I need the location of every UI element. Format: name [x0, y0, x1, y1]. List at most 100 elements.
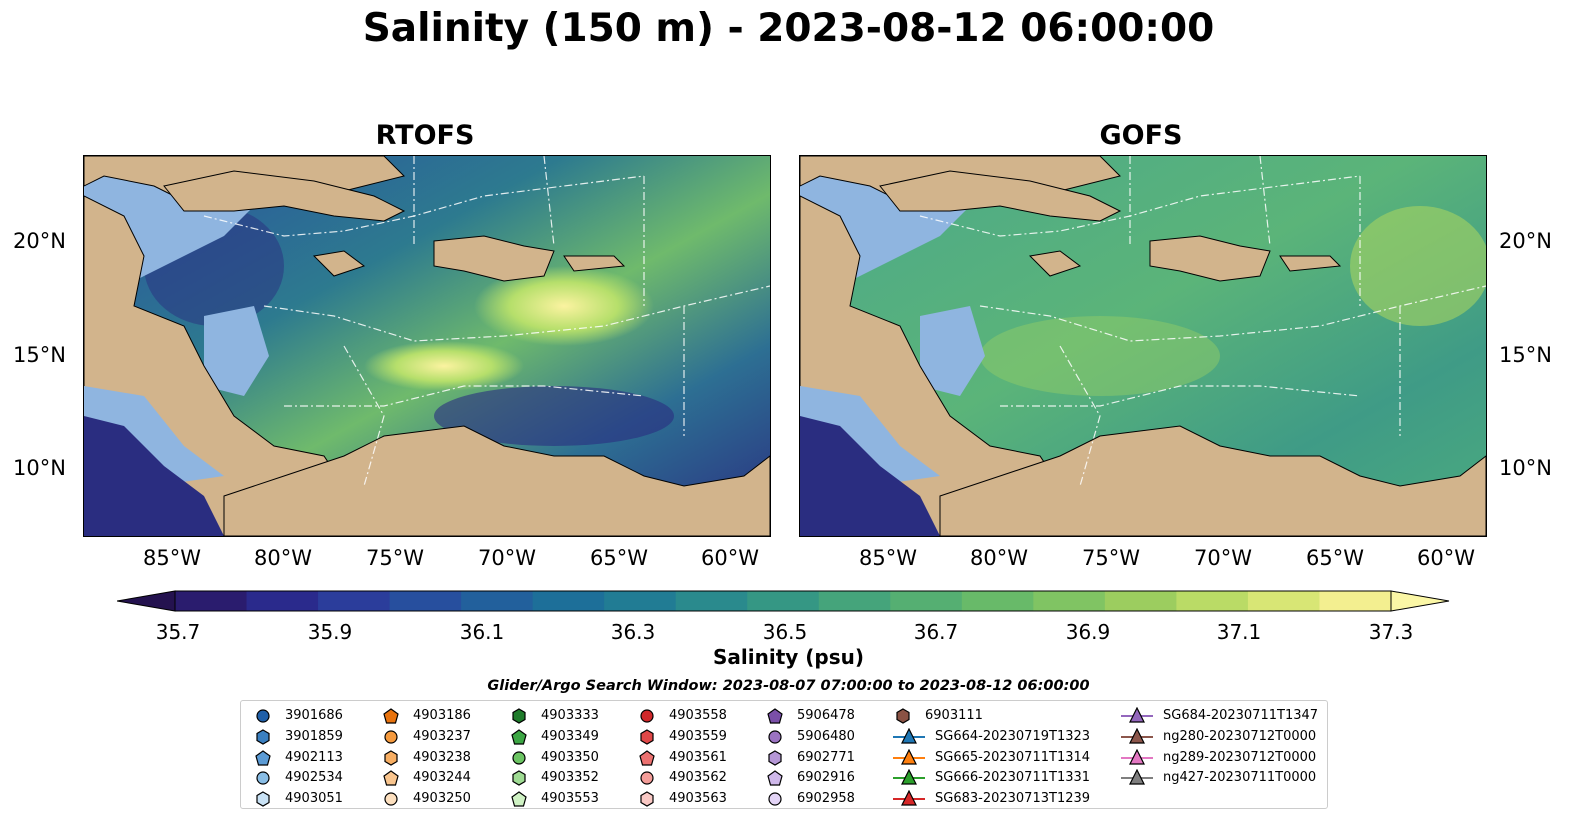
- lat-label-left-15: 15°N: [13, 343, 66, 367]
- legend-marker-icon: [384, 730, 398, 744]
- search-window-text: Glider/Argo Search Window: 2023-08-07 07…: [487, 678, 1090, 694]
- legend-marker-icon: [383, 770, 399, 786]
- legend-label: 4903350: [541, 749, 599, 765]
- legend-label: 4903561: [669, 749, 727, 765]
- colorbar-bin: [1176, 591, 1249, 611]
- legend-label: ng280-20230712T0000: [1163, 728, 1317, 744]
- colorbar-extend-min: [116, 590, 176, 612]
- legend-label: 4903333: [541, 708, 599, 723]
- legend-marker-icon: [768, 730, 782, 744]
- legend-marker-icon: [768, 749, 782, 766]
- legend-label: 4902534: [285, 770, 343, 786]
- lat-label-left-20: 20°N: [13, 229, 66, 253]
- colorbar-bin: [1104, 591, 1177, 611]
- colorbar-bin: [890, 591, 963, 611]
- lon-label: 65°W: [1306, 546, 1364, 570]
- legend-label: 6903111: [925, 708, 983, 723]
- legend-marker-icon: [767, 708, 783, 724]
- legend-label: 4903250: [413, 791, 471, 807]
- legend-marker-icon: [1121, 727, 1153, 744]
- colorbar-tick-label: 36.7: [913, 620, 959, 644]
- lon-label: 70°W: [478, 546, 536, 570]
- lon-label: 75°W: [366, 546, 424, 570]
- legend-label: 6902958: [797, 791, 855, 807]
- colorbar-tick-label: 35.7: [155, 620, 201, 644]
- legend-marker-icon: [893, 727, 925, 744]
- legend-label: 3901859: [285, 728, 343, 744]
- legend-label: 4903559: [669, 728, 727, 744]
- legend-marker-icon: [767, 770, 783, 786]
- legend-marker-icon: [893, 769, 925, 785]
- colorbar-tick-label: 36.9: [1065, 620, 1111, 644]
- lat-label-left-10: 10°N: [13, 456, 66, 480]
- legend-label: SG666-20230711T1331: [935, 770, 1091, 786]
- legend-marker-icon: [384, 749, 398, 766]
- panel-title-gofs: GOFS: [1099, 120, 1183, 151]
- legend-label: 4903238: [413, 749, 471, 765]
- colorbar-tick-label: 36.5: [762, 620, 808, 644]
- legend-label: 5906480: [797, 728, 855, 744]
- legend-marker-icon: [383, 708, 399, 724]
- legend-marker-icon: [768, 792, 782, 806]
- colorbar-bin: [1033, 591, 1106, 611]
- legend-marker-icon: [256, 791, 270, 807]
- legend-label: 5906478: [797, 708, 855, 723]
- legend-label: 3901686: [285, 708, 343, 723]
- colorbar-bin: [532, 591, 605, 611]
- lon-label: 60°W: [1417, 546, 1475, 570]
- legend-label: SG684-20230711T1347: [1163, 708, 1319, 723]
- colorbar-tick-label: 36.1: [459, 620, 505, 644]
- legend-label: 6902916: [797, 770, 855, 786]
- legend-label: 4903562: [669, 770, 727, 786]
- legend-marker-icon: [1121, 748, 1153, 765]
- legend-label: SG683-20230713T1239: [935, 791, 1091, 807]
- legend-label: 4903352: [541, 770, 599, 786]
- legend-marker-icon: [255, 749, 271, 766]
- legend-label: 4903563: [669, 791, 727, 807]
- colorbar-bin: [818, 591, 891, 611]
- colorbar-label: Salinity (psu): [712, 645, 864, 669]
- rtofs-map: [83, 155, 771, 537]
- legend-label: 6902771: [797, 749, 855, 765]
- legend-marker-icon: [511, 729, 527, 745]
- colorbar-bin: [1319, 591, 1392, 611]
- colorbar-bin: [318, 591, 391, 611]
- lon-label: 80°W: [970, 546, 1028, 570]
- legend-marker-icon: [1121, 707, 1153, 723]
- legend-marker-icon: [896, 708, 910, 724]
- legend-marker-icon: [512, 770, 526, 787]
- legend-label: SG664-20230719T1323: [935, 728, 1091, 744]
- legend-marker-icon: [512, 708, 526, 724]
- legend-label: 4903186: [413, 708, 471, 723]
- legend-label: ng289-20230712T0000: [1163, 749, 1317, 765]
- legend-marker-icon: [640, 729, 654, 745]
- lat-label-right-15: 15°N: [1499, 343, 1552, 367]
- colorbar-tick-label: 36.3: [610, 620, 656, 644]
- legend-marker-icon: [512, 750, 526, 765]
- legend-marker-icon: [893, 790, 925, 806]
- colorbar-bin: [961, 591, 1034, 611]
- colorbar-bin: [461, 591, 534, 611]
- legend-marker-icon: [384, 792, 398, 806]
- legend-label: SG665-20230711T1314: [935, 749, 1091, 765]
- colorbar-tick-label: 37.3: [1368, 620, 1414, 644]
- colorbar-bin: [747, 591, 820, 611]
- lon-label: 60°W: [701, 546, 759, 570]
- colorbar-bin: [675, 591, 748, 611]
- lon-label: 85°W: [143, 546, 201, 570]
- legend-label: ng427-20230711T0000: [1163, 770, 1317, 786]
- colorbar-bin: [175, 591, 248, 611]
- legend-marker-icon: [640, 791, 654, 807]
- legend-label: 4903558: [669, 708, 727, 723]
- legend: 3901686 3901859 4902113 4902534 4903051 49031…: [240, 700, 1328, 809]
- colorbar-tick-label: 37.1: [1216, 620, 1262, 644]
- colorbar-bin: [1247, 591, 1320, 611]
- legend-label: 4903244: [413, 770, 471, 786]
- colorbar-bin: [604, 591, 677, 611]
- colorbar: [116, 590, 1450, 612]
- legend-marker-icon: [256, 771, 270, 785]
- panel-title-rtofs: RTOFS: [375, 120, 475, 151]
- legend-marker-icon: [639, 749, 655, 766]
- legend-marker-icon: [893, 748, 925, 765]
- colorbar-tick-label: 35.9: [307, 620, 353, 644]
